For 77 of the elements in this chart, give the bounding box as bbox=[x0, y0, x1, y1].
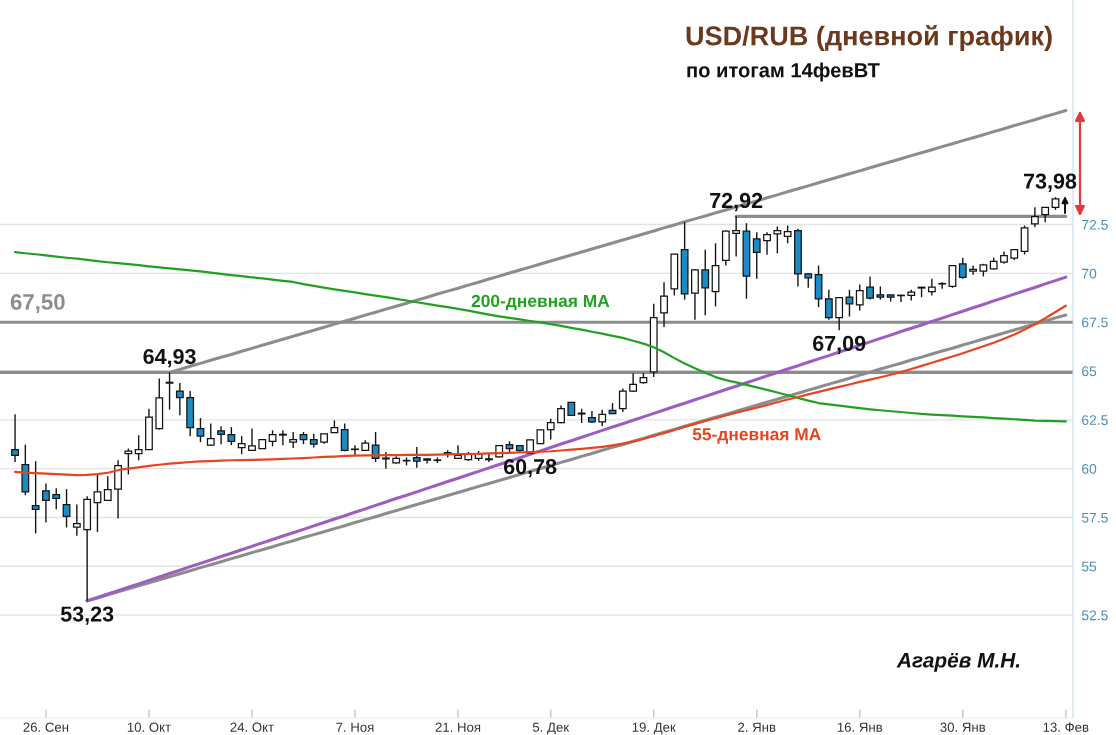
candlestick bbox=[824, 289, 833, 321]
x-tick-label: 13. Фев bbox=[1043, 722, 1089, 732]
candlestick bbox=[1020, 224, 1029, 256]
y-tick-label: 70 bbox=[1082, 268, 1097, 279]
candlestick bbox=[773, 225, 782, 254]
y-tick-label: 65 bbox=[1082, 366, 1097, 377]
candlestick bbox=[196, 417, 205, 443]
ref-line-label: 67,50 bbox=[10, 294, 65, 314]
x-tick-label: 24. Окт bbox=[230, 722, 274, 732]
x-tick-label: 26. Сен bbox=[23, 722, 69, 732]
candlestick bbox=[62, 488, 71, 529]
candlestick bbox=[11, 413, 19, 463]
annotation: 60,78 bbox=[503, 458, 557, 478]
y-tick-label: 57.5 bbox=[1081, 512, 1108, 523]
candlestick bbox=[546, 417, 555, 441]
series-label: 55-дневная MA bbox=[692, 428, 821, 444]
candlestick bbox=[938, 281, 947, 290]
candlestick bbox=[124, 447, 133, 476]
y-tick-label: 55 bbox=[1081, 561, 1097, 572]
x-tick-label: 7. Ноя bbox=[336, 722, 374, 732]
candlestick bbox=[175, 382, 184, 417]
candlestick bbox=[237, 435, 246, 455]
candlestick bbox=[340, 422, 349, 452]
y-tick-label: 52.5 bbox=[1081, 610, 1108, 621]
annotation: 53,23 bbox=[60, 606, 114, 625]
x-tick-label: 19. Дек bbox=[632, 722, 676, 735]
candlestick bbox=[93, 473, 102, 533]
candlestick bbox=[732, 215, 741, 258]
candlestick bbox=[660, 281, 668, 328]
candlestick bbox=[278, 429, 287, 446]
x-tick-label: 21. Ноя bbox=[435, 722, 481, 732]
candlestick bbox=[701, 249, 710, 317]
candlestick bbox=[855, 283, 864, 312]
candlestick bbox=[42, 482, 50, 524]
series-label: 200-дневная MA bbox=[471, 294, 610, 311]
candlestick bbox=[31, 460, 40, 535]
candlestick bbox=[691, 268, 699, 321]
annotation: Агарёв М.Н. bbox=[896, 652, 1020, 672]
candlestick bbox=[52, 487, 61, 510]
candlestick bbox=[72, 503, 81, 537]
candlestick bbox=[763, 231, 771, 256]
candlestick bbox=[114, 459, 122, 520]
text: по итогам 14февВТ bbox=[687, 62, 880, 82]
y-tick-label: 60 bbox=[1082, 463, 1097, 474]
candlestick bbox=[103, 475, 112, 502]
x-tick-label: 10. Окт bbox=[127, 722, 171, 732]
candlestick bbox=[927, 278, 936, 297]
candlestick bbox=[206, 422, 215, 447]
candlestick bbox=[969, 264, 977, 276]
y-tick-label: 67.5 bbox=[1082, 317, 1108, 328]
candlestick bbox=[134, 434, 143, 461]
candlestick bbox=[835, 296, 844, 331]
annotation: 73,98 bbox=[1023, 173, 1077, 192]
candlestick bbox=[165, 371, 174, 411]
x-tick-label: 2. Янв bbox=[738, 722, 776, 732]
x-tick-label: 16. Янв bbox=[837, 722, 883, 732]
candlestick bbox=[381, 451, 390, 470]
y-tick-label: 72.5 bbox=[1082, 219, 1108, 230]
annotation: 72,92 bbox=[710, 192, 763, 212]
y-tick-label: 62.5 bbox=[1082, 415, 1108, 425]
candlestick bbox=[1030, 206, 1039, 228]
x-tick-label: 5. Дек bbox=[532, 722, 570, 735]
x-tick-label: 30. Янв bbox=[940, 722, 986, 732]
line-series bbox=[13, 250, 1067, 423]
text: USD/RUB (дневной график) bbox=[686, 25, 1052, 51]
candlestick bbox=[948, 264, 957, 289]
candlestick bbox=[217, 425, 225, 445]
candlestick bbox=[289, 431, 298, 449]
candlestick bbox=[618, 387, 627, 413]
candlestick bbox=[351, 444, 359, 457]
candlestick bbox=[866, 275, 874, 301]
candlestick bbox=[958, 257, 967, 280]
annotation: 64,93 bbox=[143, 348, 196, 368]
candlestick bbox=[412, 446, 421, 469]
candlestick bbox=[752, 231, 761, 280]
candlestick bbox=[227, 426, 236, 446]
annotation: 67,09 bbox=[813, 335, 866, 355]
